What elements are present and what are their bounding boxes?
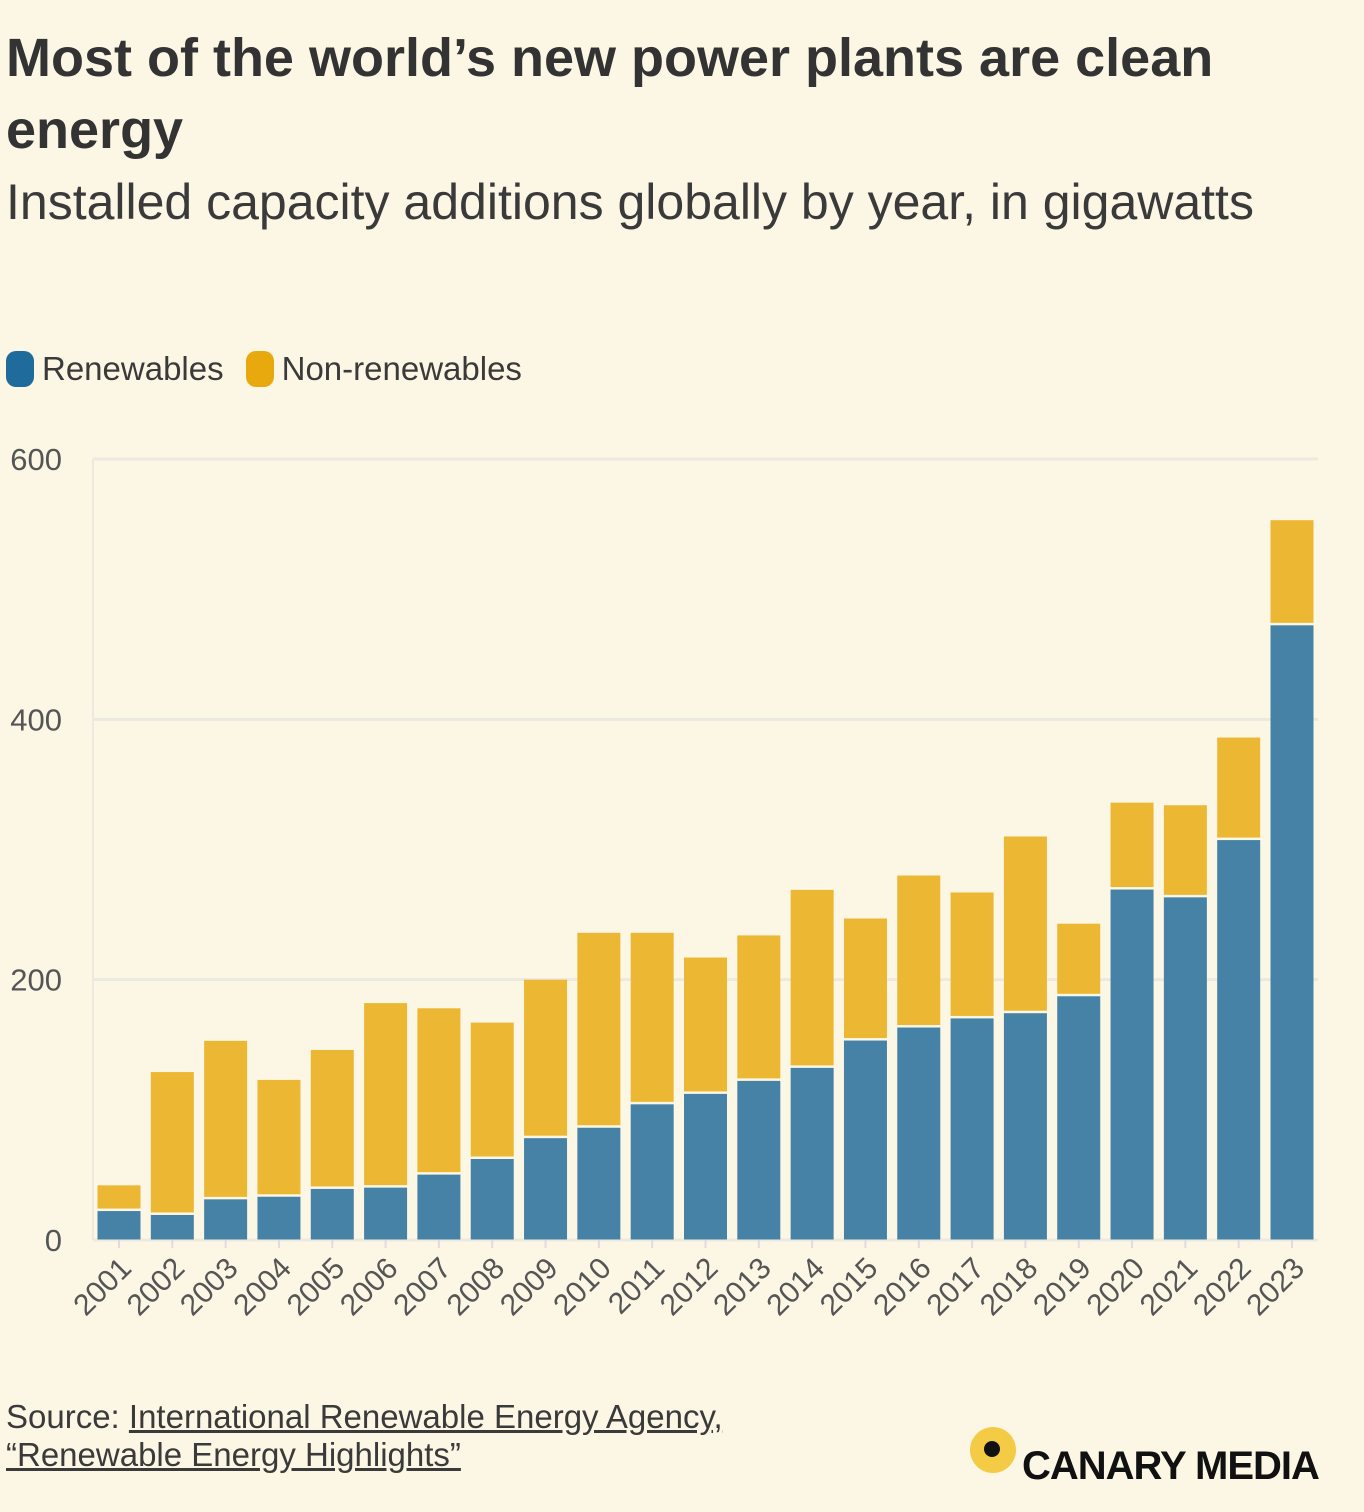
y-tick-label: 200 xyxy=(10,963,62,998)
x-tick-label: 2023 xyxy=(1240,1252,1311,1323)
bar-non-renewables-2012 xyxy=(684,957,727,1092)
source-label: Source: xyxy=(6,1398,120,1435)
x-tick-label: 2001 xyxy=(67,1252,138,1323)
x-tick-label: 2012 xyxy=(654,1252,725,1323)
bar-non-renewables-2021 xyxy=(1163,805,1207,895)
bar-renewables-2014 xyxy=(790,1067,834,1240)
bar-non-renewables-2009 xyxy=(524,979,568,1136)
legend-item-renewables: Renewables xyxy=(6,350,224,388)
bar-non-renewables-2019 xyxy=(1057,923,1101,994)
bar-non-renewables-2006 xyxy=(364,1003,408,1186)
bar-renewables-2023 xyxy=(1270,625,1314,1240)
x-tick-label: 2013 xyxy=(707,1252,778,1323)
canary-media-logo: CANARY MEDIA xyxy=(970,1410,1320,1489)
bar-non-renewables-2018 xyxy=(1003,836,1047,1011)
x-tick-label: 2017 xyxy=(921,1252,992,1323)
bar-non-renewables-2022 xyxy=(1217,737,1261,838)
x-tick-label: 2018 xyxy=(974,1252,1045,1323)
bar-renewables-2006 xyxy=(364,1187,408,1240)
bar-non-renewables-2011 xyxy=(630,932,674,1102)
y-tick-label: 400 xyxy=(10,702,62,737)
x-tick-label: 2022 xyxy=(1187,1252,1258,1323)
x-tick-label: 2007 xyxy=(387,1252,458,1323)
x-tick-label: 2004 xyxy=(227,1252,298,1323)
bar-renewables-2011 xyxy=(630,1104,674,1240)
bar-renewables-2013 xyxy=(737,1080,781,1240)
x-tick-label: 2006 xyxy=(334,1252,405,1323)
x-tick-label: 2014 xyxy=(761,1252,832,1323)
chart-title: Most of the world’s new power plants are… xyxy=(6,28,1214,160)
legend-label-non-renewables: Non-renewables xyxy=(281,350,522,387)
x-tick-label: 2011 xyxy=(602,1252,671,1321)
x-tick-label: 2021 xyxy=(1134,1252,1205,1323)
bar-non-renewables-2017 xyxy=(950,892,994,1016)
y-tick-label: 0 xyxy=(45,1223,62,1258)
bar-renewables-2010 xyxy=(577,1127,621,1240)
bar-renewables-2003 xyxy=(204,1199,248,1240)
bar-renewables-2021 xyxy=(1163,897,1207,1240)
bar-renewables-2022 xyxy=(1217,840,1261,1240)
bar-renewables-2005 xyxy=(310,1188,354,1240)
bar-renewables-2018 xyxy=(1003,1013,1047,1240)
bar-non-renewables-2016 xyxy=(897,875,941,1026)
bar-renewables-2007 xyxy=(417,1174,461,1240)
bar-renewables-2004 xyxy=(257,1196,301,1240)
legend-swatch-non-renewables xyxy=(245,351,274,387)
bar-renewables-2017 xyxy=(950,1018,994,1240)
bar-non-renewables-2015 xyxy=(843,918,887,1039)
legend-item-non-renewables: Non-renewables xyxy=(245,350,522,388)
bar-renewables-2009 xyxy=(524,1138,568,1240)
bar-non-renewables-2005 xyxy=(310,1049,354,1187)
x-tick-label: 2009 xyxy=(494,1252,565,1323)
bar-non-renewables-2013 xyxy=(737,935,781,1079)
source-note: Source: International Renewable Energy A… xyxy=(6,1398,723,1474)
bar-non-renewables-2001 xyxy=(97,1185,141,1209)
bar-renewables-2020 xyxy=(1110,889,1154,1240)
bar-chart: 0200400600200120022003200420052006200720… xyxy=(10,442,1318,1323)
bar-renewables-2019 xyxy=(1057,996,1101,1240)
chart-subtitle: Installed capacity additions globally by… xyxy=(6,174,1254,230)
bar-non-renewables-2014 xyxy=(790,889,834,1066)
bar-renewables-2001 xyxy=(97,1211,141,1240)
source-link-report[interactable]: “Renewable Energy Highlights” xyxy=(6,1436,461,1473)
bar-non-renewables-2002 xyxy=(150,1072,194,1213)
x-tick-label: 2020 xyxy=(1080,1252,1151,1323)
bar-non-renewables-2020 xyxy=(1110,802,1154,888)
bar-renewables-2015 xyxy=(843,1040,887,1240)
legend-label-renewables: Renewables xyxy=(42,350,224,387)
source-link-irena[interactable]: International Renewable Energy Agency, xyxy=(128,1398,723,1435)
bar-renewables-2012 xyxy=(684,1093,727,1240)
x-tick-label: 2008 xyxy=(441,1252,512,1323)
bar-non-renewables-2004 xyxy=(257,1079,301,1195)
bar-renewables-2008 xyxy=(470,1158,514,1240)
x-tick-label: 2019 xyxy=(1027,1252,1098,1323)
bar-non-renewables-2023 xyxy=(1270,520,1314,623)
x-tick-label: 2016 xyxy=(867,1252,938,1323)
x-tick-label: 2005 xyxy=(281,1252,352,1323)
legend-swatch-renewables xyxy=(6,351,34,387)
bar-non-renewables-2008 xyxy=(470,1022,514,1157)
bar-non-renewables-2010 xyxy=(577,932,621,1126)
x-tick-label: 2002 xyxy=(121,1252,192,1323)
x-tick-label: 2015 xyxy=(814,1252,885,1323)
bar-non-renewables-2003 xyxy=(204,1040,248,1197)
bar-non-renewables-2007 xyxy=(417,1008,461,1173)
bar-renewables-2016 xyxy=(897,1027,941,1240)
legend: Renewables Non-renewables xyxy=(6,350,544,388)
logo-dot-icon xyxy=(970,1426,1016,1473)
bar-renewables-2002 xyxy=(150,1214,194,1240)
y-tick-label: 600 xyxy=(10,442,62,477)
x-tick-label: 2003 xyxy=(174,1252,245,1323)
x-tick-label: 2010 xyxy=(547,1252,618,1323)
logo-text: CANARY MEDIA xyxy=(1022,1444,1320,1488)
